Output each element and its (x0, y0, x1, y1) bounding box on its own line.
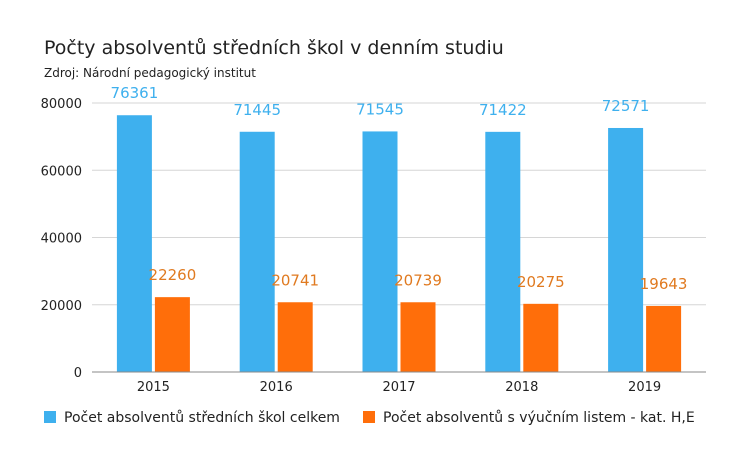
data-label-1-2015: 76361 (111, 84, 159, 102)
x-tick-label-2016: 2016 (260, 380, 293, 395)
y-tick-label-80000: 80000 (41, 97, 82, 112)
y-tick-label-20000: 20000 (41, 299, 82, 314)
bar-1-2018 (485, 131, 521, 372)
x-tick-label-2018: 2018 (505, 380, 538, 395)
chart-title: Počty absolventů středních škol v denním… (44, 37, 504, 59)
data-label-1-2019: 72571 (602, 97, 650, 115)
bar-2-2019 (646, 305, 682, 372)
data-labels: 76361 22260 71445 20741 71545 20739 71422 20275… (111, 84, 688, 293)
legend-swatch-series-2 (363, 411, 375, 423)
data-label-1-2018: 71422 (479, 101, 527, 119)
bar-1-2016 (239, 131, 275, 372)
bar-2-2015 (154, 297, 190, 372)
gridlines (92, 102, 706, 306)
y-tick-label-0: 0 (74, 366, 82, 381)
y-tick-label-60000: 60000 (41, 164, 82, 179)
bar-1-2019 (608, 127, 644, 372)
x-tick-label-2015: 2015 (137, 380, 170, 395)
legend-label-series-1: Počet absolventů středních škol celkem (64, 410, 340, 426)
data-label-2-2017: 20739 (394, 271, 442, 289)
legend: Počet absolventů středních škol celkem P… (44, 410, 695, 426)
x-tick-label-2019: 2019 (628, 380, 661, 395)
data-label-2-2019: 19643 (640, 275, 688, 293)
data-label-2-2016: 20741 (271, 271, 319, 289)
data-label-2-2015: 22260 (149, 266, 197, 284)
legend-swatch-series-1 (44, 411, 56, 423)
x-tick-label-2017: 2017 (382, 380, 415, 395)
bar-2-2017 (400, 302, 436, 372)
legend-label-series-2: Počet absolventů s výučním listem - kat.… (383, 410, 695, 426)
bar-1-2017 (362, 131, 398, 372)
bar-1-2015 (116, 115, 152, 372)
bars (116, 115, 682, 372)
chart-subtitle: Zdroj: Národní pedagogický institut (44, 66, 256, 80)
x-axis-ticks: 2015 2016 2017 2018 2019 (137, 380, 661, 395)
y-tick-label-40000: 40000 (41, 232, 82, 247)
data-label-1-2016: 71445 (233, 101, 281, 119)
bar-2-2016 (277, 302, 313, 372)
data-label-1-2017: 71545 (356, 100, 404, 118)
data-label-2-2018: 20275 (517, 273, 565, 291)
bar-2-2018 (523, 303, 559, 372)
y-axis-ticks: 0 20000 40000 60000 80000 (41, 97, 82, 381)
